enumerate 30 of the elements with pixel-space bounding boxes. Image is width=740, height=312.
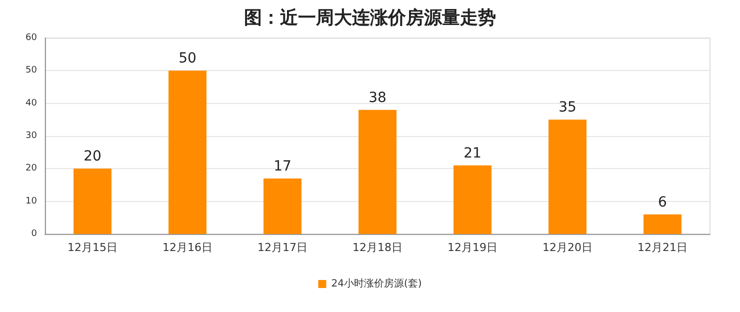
data-label: 50 [178,50,196,67]
data-label: 17 [274,158,292,174]
y-tick-label: 60 [26,33,38,43]
bar [74,168,112,234]
bar [548,120,586,234]
y-tick-label: 0 [31,229,38,239]
x-tick-label: 12月19日 [448,241,498,254]
bar [168,70,206,234]
bar [264,178,302,234]
y-tick-label: 30 [26,131,38,141]
data-label: 6 [658,194,668,210]
data-label: 35 [558,100,576,116]
y-tick-label: 40 [26,98,38,108]
y-tick-label: 10 [26,196,38,206]
x-tick-label: 12月15日 [68,241,118,254]
data-label: 20 [84,148,102,165]
x-tick-label: 12月20日 [542,241,592,254]
x-tick-label: 12月18日 [352,241,402,254]
y-tick-label: 50 [26,66,38,76]
legend-label: 24小时涨价房源(套) [331,278,422,290]
bar [644,214,682,234]
data-label: 38 [368,90,386,106]
y-tick-label: 20 [26,164,38,174]
x-tick-label: 12月21日 [638,241,688,254]
chart-title: 图：近一周大连涨价房源量走势 [244,8,496,28]
bar [454,165,492,234]
x-tick-label: 12月17日 [258,241,308,254]
data-label: 21 [464,145,482,162]
x-tick-label: 12月16日 [162,241,212,254]
bar [358,110,396,234]
